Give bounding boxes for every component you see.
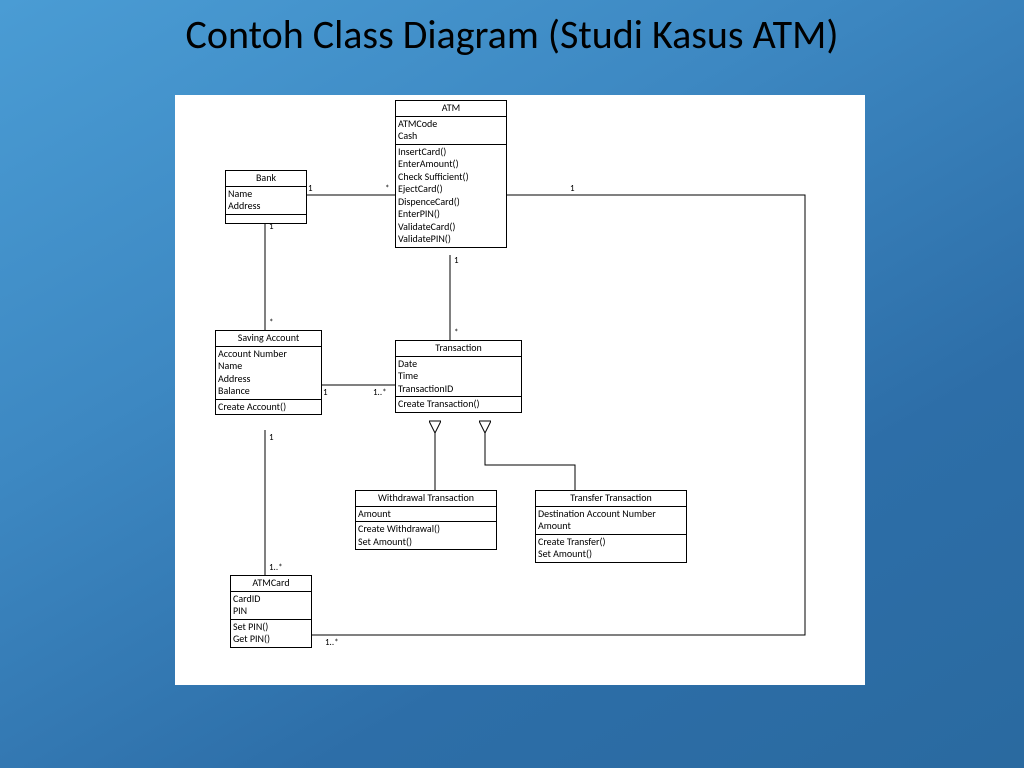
- mult-label: 1: [454, 255, 459, 266]
- class-attributes: ATMCode Cash: [396, 117, 506, 145]
- class-attributes: Account Number Name Address Balance: [216, 347, 321, 400]
- mult-label: *: [385, 183, 389, 194]
- class-operations: [226, 215, 306, 223]
- mult-label: 1: [269, 432, 274, 443]
- class-name: Transaction: [396, 341, 521, 357]
- class-transaction: Transaction Date Time TransactionID Crea…: [395, 340, 522, 413]
- mult-label: 1: [308, 183, 313, 194]
- mult-label: 1: [570, 183, 575, 194]
- class-attributes: Amount: [356, 507, 496, 523]
- class-name: ATM: [396, 101, 506, 117]
- class-name: Bank: [226, 171, 306, 187]
- page-title: Contoh Class Diagram (Studi Kasus ATM): [0, 10, 1024, 59]
- class-attributes: Destination Account Number Amount: [536, 507, 686, 535]
- class-operations: Create Withdrawal() Set Amount(): [356, 522, 496, 549]
- mult-label: *: [269, 317, 273, 328]
- class-bank: Bank Name Address: [225, 170, 307, 224]
- edge-transfer-gen: [485, 432, 575, 490]
- diagram-canvas: Bank Name Address ATM ATMCode Cash Inser…: [175, 95, 865, 685]
- class-attributes: Date Time TransactionID: [396, 357, 521, 398]
- class-name: ATMCard: [231, 576, 311, 592]
- class-operations: InsertCard() EnterAmount() Check Suffici…: [396, 145, 506, 247]
- mult-label: 1..*: [373, 387, 387, 398]
- edge-atm-atmcard: [310, 195, 805, 635]
- slide: Contoh Class Diagram (Studi Kasus ATM): [0, 0, 1024, 768]
- class-attributes: Name Address: [226, 187, 306, 215]
- class-atm: ATM ATMCode Cash InsertCard() EnterAmoun…: [395, 100, 507, 248]
- mult-label: 1: [323, 387, 328, 398]
- class-operations: Create Transfer() Set Amount(): [536, 535, 686, 562]
- class-withdrawal: Withdrawal Transaction Amount Create Wit…: [355, 490, 497, 550]
- mult-label: 1: [269, 221, 274, 232]
- mult-label: 1..*: [325, 637, 339, 648]
- mult-label: *: [454, 327, 458, 338]
- class-saving-account: Saving Account Account Number Name Addre…: [215, 330, 322, 415]
- class-name: Saving Account: [216, 331, 321, 347]
- class-attributes: CardID PIN: [231, 592, 311, 620]
- class-name: Withdrawal Transaction: [356, 491, 496, 507]
- class-name: Transfer Transaction: [536, 491, 686, 507]
- class-operations: Create Account(): [216, 400, 321, 415]
- class-operations: Set PIN() Get PIN(): [231, 620, 311, 647]
- class-operations: Create Transaction(): [396, 397, 521, 412]
- mult-label: 1..*: [269, 562, 283, 573]
- class-atmcard: ATMCard CardID PIN Set PIN() Get PIN(): [230, 575, 312, 648]
- class-transfer: Transfer Transaction Destination Account…: [535, 490, 687, 563]
